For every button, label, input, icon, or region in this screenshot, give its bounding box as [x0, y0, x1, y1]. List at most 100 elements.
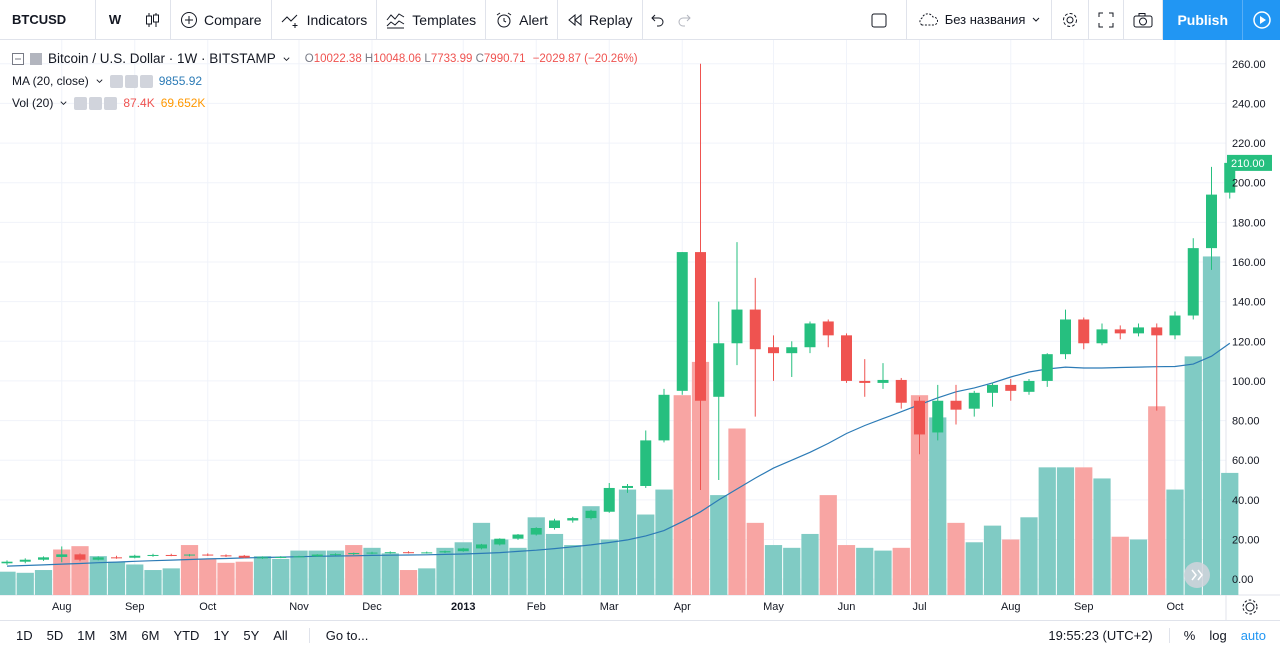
candle-body — [19, 559, 31, 562]
publish-button[interactable]: Publish — [1163, 0, 1242, 40]
snapshot-button[interactable] — [1124, 0, 1164, 40]
last-price-badge — [1227, 154, 1272, 171]
vol-legend-row[interactable]: Vol (20) 87.4K 69.652K — [12, 92, 638, 114]
range-button-1y[interactable]: 1Y — [213, 628, 230, 643]
indicators-button[interactable]: Indicators — [272, 0, 377, 40]
candle — [895, 377, 907, 409]
candle-body — [439, 551, 451, 553]
chart-legend: Bitcoin / U.S. Dollar · 1W · BITSTAMP O1… — [12, 48, 638, 114]
close-icon[interactable] — [139, 74, 153, 88]
y-tick-label: 0.00 — [1232, 574, 1253, 586]
symbol-title: Bitcoin / U.S. Dollar · 1W · BITSTAMP — [48, 51, 276, 66]
range-button-5y[interactable]: 5Y — [243, 628, 260, 643]
toolbar-right: Без названия Pu — [852, 0, 1280, 40]
x-tick-label: 2013 — [451, 601, 475, 613]
ma-legend-row[interactable]: MA (20, close) 9855.92 — [12, 70, 638, 92]
compare-group: Compare — [171, 0, 272, 40]
fullscreen-button[interactable] — [1089, 0, 1125, 40]
y-tick-label: 100.00 — [1232, 376, 1266, 388]
symbol-logo-icon — [30, 53, 42, 65]
alert-button[interactable]: Alert — [486, 0, 557, 40]
price-axis[interactable]: 0.00 20.00 40.00 60.00 80.00 100.00 120.00 140.… — [1227, 59, 1272, 586]
candle — [713, 301, 725, 481]
candle-body — [822, 321, 834, 336]
redo-button[interactable] — [671, 0, 699, 40]
candle — [603, 483, 615, 513]
log-scale-toggle[interactable]: log — [1209, 628, 1227, 643]
scroll-to-latest-button[interactable] — [1184, 562, 1210, 588]
gear-icon — [1063, 12, 1078, 27]
indicators-group: Indicators — [272, 0, 378, 40]
candle-body — [220, 555, 232, 557]
templates-group: Templates — [377, 0, 487, 40]
candle-body — [1060, 319, 1071, 355]
candle-body — [676, 252, 688, 391]
price-chart[interactable]: 0.00 20.00 40.00 60.00 80.00 100.00 120.00 140.… — [0, 40, 1280, 620]
publish-menu-button[interactable] — [1242, 0, 1280, 40]
gear-icon[interactable] — [124, 74, 138, 88]
y-tick-label: 220.00 — [1232, 138, 1266, 150]
range-button-1d[interactable]: 1D — [16, 628, 33, 643]
volume-bar — [1056, 467, 1075, 595]
range-button-3m[interactable]: 3M — [109, 628, 128, 643]
volume-bar — [1075, 467, 1093, 595]
candle-body — [713, 343, 725, 397]
eye-icon[interactable] — [74, 96, 88, 110]
volume-bar — [162, 568, 180, 595]
indicators-icon — [281, 14, 298, 28]
candle-body — [330, 554, 341, 556]
volume-bar — [180, 545, 199, 595]
candle — [38, 556, 49, 561]
interval-button[interactable]: W — [108, 12, 122, 27]
replay-label: Replay — [588, 11, 633, 28]
axis-settings-icon[interactable] — [1242, 599, 1258, 615]
candle — [384, 551, 396, 554]
chevron-down-icon[interactable] — [95, 77, 104, 86]
candle-body — [384, 552, 396, 554]
chevron-down-icon[interactable] — [282, 55, 291, 64]
settings-button[interactable] — [1052, 0, 1090, 40]
timezone-clock[interactable]: 19:55:23 (UTC+2) — [1048, 628, 1170, 643]
eye-icon[interactable] — [109, 74, 123, 88]
y-tick-label: 120.00 — [1232, 336, 1266, 348]
range-button-1m[interactable]: 1M — [77, 628, 96, 643]
volume-bar — [710, 495, 728, 595]
range-button-5d[interactable]: 5D — [46, 628, 64, 643]
low-key: L — [424, 53, 431, 65]
chart-style-button[interactable] — [134, 0, 170, 40]
candle-body — [877, 379, 889, 383]
symbol-search-button[interactable]: BTCUSD — [12, 12, 67, 27]
redo-icon — [678, 14, 691, 26]
auto-scale-toggle[interactable]: auto — [1240, 628, 1266, 643]
percent-scale-toggle[interactable]: % — [1183, 628, 1196, 643]
x-tick-label: Aug — [1001, 601, 1021, 613]
vol-controls[interactable] — [74, 96, 118, 110]
gear-icon[interactable] — [89, 96, 103, 110]
y-tick-label: 80.00 — [1232, 416, 1260, 428]
range-button-all[interactable]: All — [273, 628, 288, 643]
candle-body — [895, 379, 907, 403]
goto-date-button[interactable]: Go to... — [308, 628, 368, 643]
compare-button[interactable]: Compare — [171, 0, 271, 40]
fullscreen-toggle[interactable] — [852, 0, 906, 40]
replay-button[interactable]: Replay — [558, 0, 642, 40]
x-tick-label: May — [763, 601, 784, 613]
y-tick-label: 160.00 — [1232, 257, 1266, 269]
moving-average-line — [6, 342, 1231, 567]
chevron-down-icon[interactable] — [59, 99, 68, 108]
undo-button[interactable] — [643, 0, 671, 40]
change-value: −2029.87 (−20.26%) — [532, 53, 638, 65]
candle-body — [512, 534, 524, 539]
collapse-icon[interactable] — [12, 53, 24, 65]
candle-body — [147, 554, 159, 556]
range-button-6m[interactable]: 6M — [141, 628, 160, 643]
time-axis[interactable]: Aug Sep Oct Nov Dec 2013 Feb Mar Apr May Jun Jul Aug… — [52, 601, 1184, 613]
y-tick-label: 40.00 — [1232, 495, 1260, 507]
range-button-ytd[interactable]: YTD — [173, 628, 200, 643]
templates-button[interactable]: Templates — [377, 0, 485, 40]
ma-controls[interactable] — [109, 74, 153, 88]
close-icon[interactable] — [104, 96, 118, 110]
layout-name-button[interactable]: Без названия — [905, 0, 1053, 40]
volume-bar — [910, 395, 929, 595]
candle — [1114, 325, 1126, 340]
